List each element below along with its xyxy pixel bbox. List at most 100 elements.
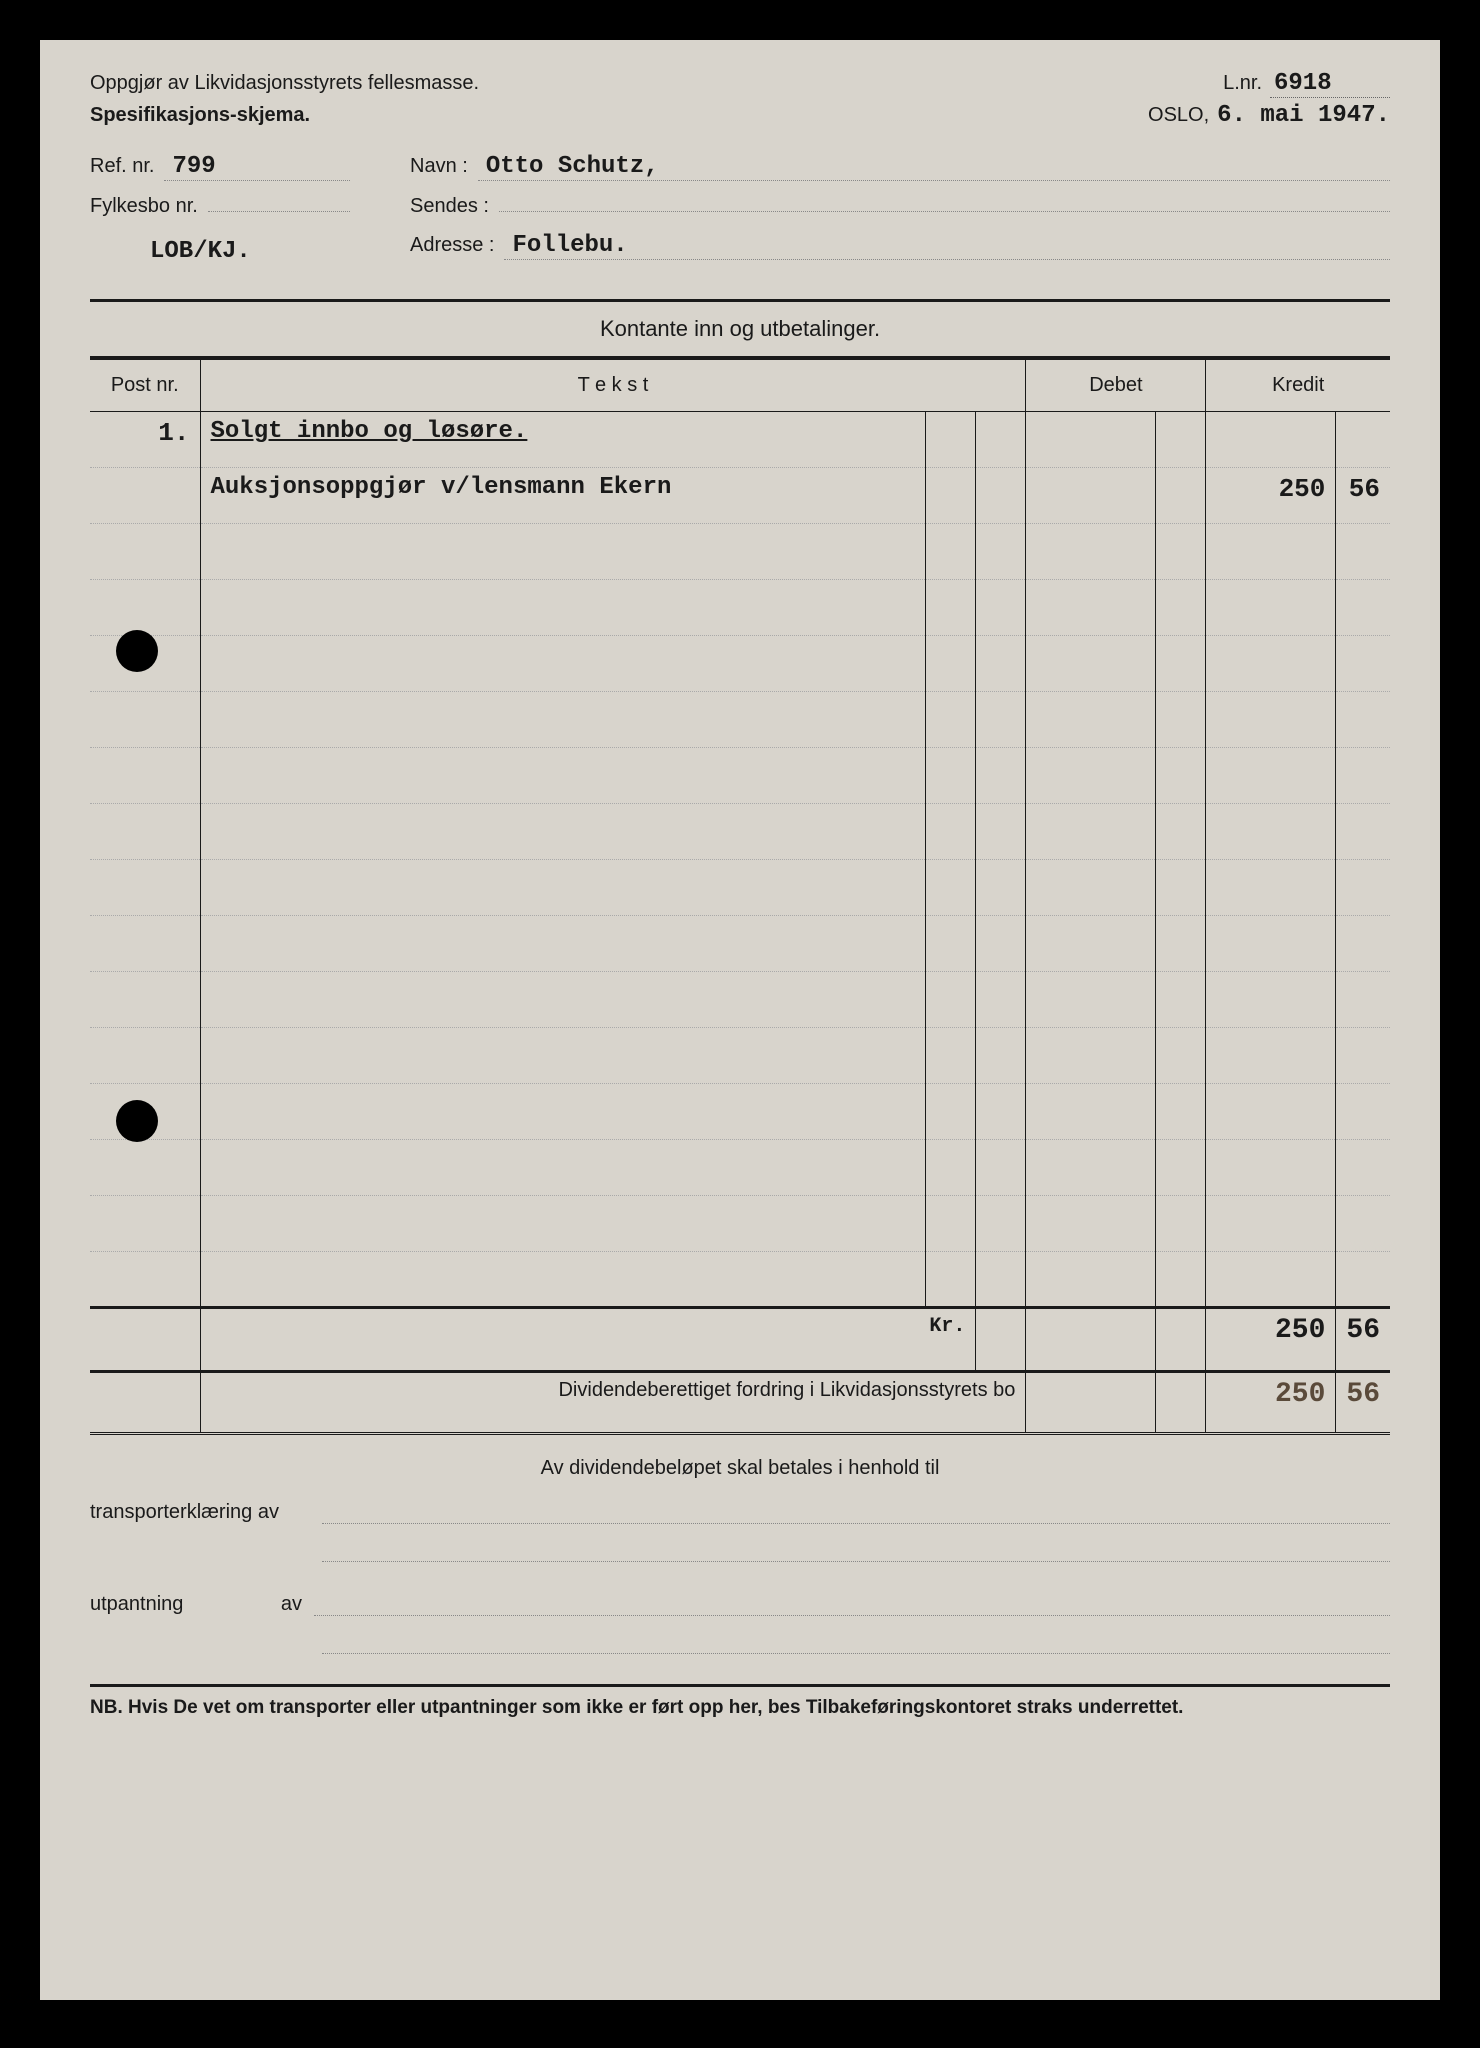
cell-empty <box>1336 580 1390 636</box>
av-label: av <box>242 1593 302 1616</box>
lnr-block: L.nr. 6918 <box>1223 70 1390 98</box>
kr-label: Kr. <box>200 1308 976 1372</box>
table-row <box>90 804 1390 860</box>
lnr-value: 6918 <box>1270 70 1390 98</box>
punch-hole-icon <box>116 630 158 672</box>
cell-empty <box>1336 1196 1390 1252</box>
cell-empty <box>1206 1252 1336 1308</box>
cell-empty <box>1026 804 1156 860</box>
cell-empty <box>1336 1140 1390 1196</box>
cell-sub <box>976 412 1026 468</box>
cell-empty <box>1336 524 1390 580</box>
dotted-line <box>322 1626 1390 1654</box>
cell-empty <box>1156 636 1206 692</box>
transport-row: transporterklæring av <box>90 1500 1390 1524</box>
document-page: Oppgjør av Likvidasjonsstyrets fellesmas… <box>40 40 1440 2000</box>
cell-empty <box>1156 580 1206 636</box>
cell-empty <box>1026 692 1156 748</box>
cell-empty <box>90 748 200 804</box>
cell-kredit-main <box>1206 412 1336 468</box>
footer-block: Av dividendebeløpet skal betales i henho… <box>90 1445 1390 1719</box>
cell-empty <box>926 916 976 972</box>
table-row <box>90 524 1390 580</box>
table-row <box>90 580 1390 636</box>
grand-kredit-sub: 56 <box>1336 1372 1390 1432</box>
cell-kredit-sub: 56 <box>1336 468 1390 524</box>
cell-empty <box>1206 1084 1336 1140</box>
cell-empty <box>976 580 1026 636</box>
table-row <box>90 972 1390 1028</box>
oslo-label: OSLO, <box>1148 104 1209 127</box>
cell-empty <box>200 1140 926 1196</box>
ledger-table-wrap: Post nr. T e k s t Debet Kredit 1.Solgt … <box>90 356 1390 1435</box>
cell-empty <box>976 916 1026 972</box>
cell-empty <box>90 692 200 748</box>
cell-empty <box>200 580 926 636</box>
section-title: Kontante inn og utbetalinger. <box>90 302 1390 356</box>
cell-empty <box>1206 748 1336 804</box>
cell-empty <box>200 916 926 972</box>
cell-empty <box>90 916 200 972</box>
cell-sub <box>976 468 1026 524</box>
cell-empty <box>200 1028 926 1084</box>
table-row <box>90 636 1390 692</box>
cell-empty <box>90 1252 200 1308</box>
meta-block: Ref. nr. 799 Fylkesbo nr. LOB/KJ. Navn :… <box>90 153 1390 279</box>
cell-empty <box>926 636 976 692</box>
cell-empty <box>1156 524 1206 580</box>
cell-empty <box>90 1028 200 1084</box>
cell-empty <box>1336 860 1390 916</box>
cell-empty <box>976 524 1026 580</box>
cell-empty <box>1026 1252 1156 1308</box>
cell-empty <box>1336 972 1390 1028</box>
cell-debet-main <box>1026 468 1156 524</box>
cell-empty <box>1026 580 1156 636</box>
cell-empty <box>200 972 926 1028</box>
cell-empty <box>1336 1084 1390 1140</box>
title-line-1: Oppgjør av Likvidasjonsstyrets fellesmas… <box>90 72 479 95</box>
cell-empty <box>976 1196 1026 1252</box>
cell-empty <box>926 804 976 860</box>
cell-empty <box>1206 524 1336 580</box>
cell-empty <box>1206 860 1336 916</box>
total-debet-main <box>1026 1308 1156 1372</box>
table-header-row: Post nr. T e k s t Debet Kredit <box>90 360 1390 412</box>
table-row <box>90 1252 1390 1308</box>
nb-note: NB. Hvis De vet om transporter eller utp… <box>90 1684 1390 1719</box>
cell-empty <box>1156 1196 1206 1252</box>
grand-debet-sub <box>1156 1372 1206 1432</box>
dotted-line <box>322 1534 1390 1562</box>
fylkesbo-label: Fylkesbo nr. <box>90 195 198 218</box>
col-post: Post nr. <box>90 360 200 412</box>
cell-empty <box>200 1196 926 1252</box>
cell-empty <box>1156 1084 1206 1140</box>
cell-empty <box>1336 692 1390 748</box>
cell-empty <box>90 804 200 860</box>
cell-empty <box>976 972 1026 1028</box>
col-kredit: Kredit <box>1206 360 1390 412</box>
cell-debet-main <box>1026 412 1156 468</box>
cell-empty <box>1026 636 1156 692</box>
cell-empty <box>976 1140 1026 1196</box>
cell-tekst: Auksjonsoppgjør v/lensmann Ekern <box>200 468 926 524</box>
cell-empty <box>90 1140 200 1196</box>
title-line-2: Spesifikasjons-skjema. <box>90 104 310 127</box>
cell-empty <box>90 1196 200 1252</box>
header-row-1: Oppgjør av Likvidasjonsstyrets fellesmas… <box>90 70 1390 98</box>
table-row <box>90 1084 1390 1140</box>
adresse-label: Adresse : <box>410 234 494 257</box>
col-tekst: T e k s t <box>200 360 1026 412</box>
cell-empty <box>1156 1028 1206 1084</box>
fylkesbo-value <box>208 211 350 212</box>
grand-debet-main <box>1026 1372 1156 1432</box>
table-row: Auksjonsoppgjør v/lensmann Ekern25056 <box>90 468 1390 524</box>
cell-empty <box>90 524 200 580</box>
cell-empty <box>1026 860 1156 916</box>
cell-empty <box>1206 804 1336 860</box>
cell-empty <box>200 804 926 860</box>
col-debet: Debet <box>1026 360 1206 412</box>
cell-empty <box>1156 692 1206 748</box>
cell-empty <box>1206 1196 1336 1252</box>
total-kredit-sub: 56 <box>1336 1308 1390 1372</box>
cell-empty <box>1206 1140 1336 1196</box>
